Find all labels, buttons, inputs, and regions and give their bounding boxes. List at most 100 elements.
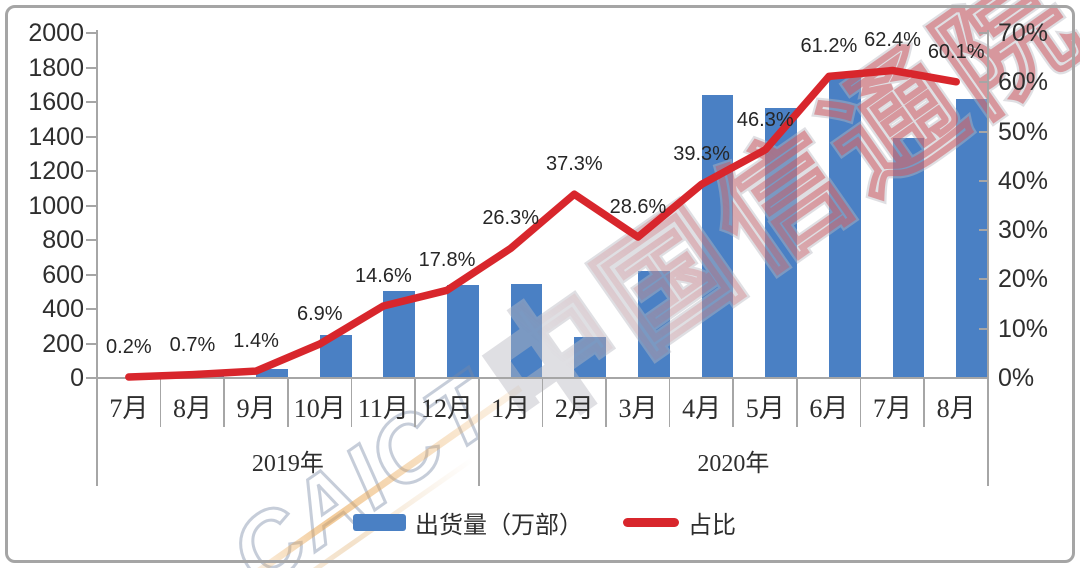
- month-divider: [796, 378, 798, 427]
- y-axis-left-tick: [86, 273, 97, 276]
- legend-line-swatch-icon: [623, 517, 679, 527]
- month-divider: [859, 378, 862, 427]
- y-axis-left-label: 1200: [28, 157, 84, 185]
- y-axis-left-tick: [86, 308, 97, 310]
- y-axis-left-tick: [86, 239, 97, 241]
- legend: 出货量（万部） 占比: [353, 503, 736, 541]
- year-label: 2019年: [251, 451, 324, 477]
- y-axis-right-tick: [979, 81, 989, 84]
- y-axis-right-label: 0%: [998, 364, 1035, 392]
- y-axis-right-label: 50%: [998, 117, 1049, 146]
- legend-line-label: 占比: [688, 512, 736, 539]
- y-axis-left-tick: [86, 135, 97, 138]
- data-label: 0.7%: [169, 333, 216, 356]
- y-axis-left-tick: [86, 170, 97, 172]
- data-label: 1.4%: [233, 330, 279, 353]
- month-label: 11月: [357, 394, 409, 423]
- y-axis-right-tick: [979, 278, 989, 281]
- month-label: 12月: [421, 394, 474, 423]
- month-label: 3月: [618, 394, 658, 423]
- bar: [765, 108, 798, 378]
- y-axis-left-label: 0: [70, 364, 84, 392]
- bar: [828, 75, 861, 378]
- month-divider: [605, 378, 607, 427]
- y-axis-right-tick: [979, 327, 989, 330]
- y-axis-left-label: 600: [42, 260, 84, 289]
- data-label: 6.9%: [296, 302, 343, 325]
- y-axis-right-tick: [979, 179, 989, 182]
- month-label: 10月: [293, 394, 346, 423]
- y-axis-left-label: 200: [42, 329, 84, 358]
- data-label: 61.2%: [800, 35, 858, 58]
- y-axis-right-label: 70%: [998, 19, 1049, 47]
- data-label: 26.3%: [482, 207, 540, 230]
- month-divider: [477, 378, 480, 427]
- month-label: 7月: [873, 394, 913, 423]
- month-divider: [159, 378, 162, 427]
- month-divider: [668, 378, 671, 427]
- legend-bar-swatch-icon: [353, 513, 406, 531]
- month-divider: [541, 378, 544, 427]
- data-label: 14.6%: [355, 265, 412, 288]
- month-label: 1月: [491, 394, 531, 423]
- bar: [256, 369, 288, 378]
- bar: [892, 138, 925, 378]
- month-divider: [223, 378, 225, 427]
- month-label: 6月: [809, 394, 849, 423]
- bar: [637, 270, 670, 378]
- bar: [574, 336, 607, 378]
- bar: [701, 95, 734, 378]
- y-axis-right-line: [987, 30, 989, 486]
- y-axis-left-label: 2000: [28, 19, 84, 47]
- data-label: 39.3%: [673, 143, 730, 166]
- data-label: 37.3%: [545, 153, 603, 176]
- y-axis-left-tick: [86, 101, 97, 103]
- data-label: 60.1%: [927, 40, 985, 63]
- year-divider: [477, 378, 480, 486]
- month-divider: [732, 378, 735, 427]
- y-axis-left-label: 1800: [28, 53, 84, 82]
- month-divider: [350, 378, 353, 427]
- data-label: 17.8%: [418, 249, 476, 272]
- data-label: 62.4%: [864, 29, 921, 52]
- year-label: 2020年: [697, 451, 770, 477]
- y-axis-left-tick: [86, 204, 97, 207]
- y-axis-left-tick: [86, 66, 97, 69]
- y-axis-right-label: 60%: [998, 68, 1049, 97]
- y-axis-left-tick: [86, 377, 97, 379]
- legend-bar-label: 出货量（万部）: [415, 512, 583, 539]
- y-axis-left-label: 400: [42, 295, 84, 323]
- month-label: 5月: [745, 394, 785, 423]
- y-axis-right-tick: [979, 229, 989, 232]
- y-axis-left-label: 1400: [28, 122, 84, 151]
- month-divider: [923, 378, 925, 427]
- y-axis-right-label: 10%: [998, 314, 1049, 343]
- data-label: 28.6%: [609, 196, 667, 219]
- y-axis-left-label: 800: [42, 226, 84, 254]
- month-label: 9月: [236, 394, 276, 423]
- month-label: 8月: [172, 394, 212, 423]
- month-label: 8月: [936, 394, 976, 423]
- bar: [956, 99, 988, 378]
- y-axis-left-tick: [86, 32, 97, 34]
- y-axis-left-line: [96, 30, 98, 486]
- y-axis-left-tick: [86, 342, 97, 345]
- trend-line: [125, 66, 960, 381]
- y-axis-left-label: 1000: [28, 191, 84, 220]
- y-axis-right-label: 40%: [998, 166, 1049, 195]
- y-axis-right-tick: [979, 130, 989, 133]
- y-axis-right-label: 30%: [998, 216, 1049, 245]
- month-label: 7月: [109, 394, 149, 423]
- data-label: 0.2%: [106, 336, 152, 358]
- bar: [510, 283, 543, 378]
- y-axis-left-label: 1600: [28, 88, 84, 116]
- y-axis-right-label: 20%: [998, 265, 1049, 294]
- bar: [447, 284, 479, 378]
- month-divider: [286, 378, 289, 427]
- month-label: 2月: [554, 394, 594, 423]
- x-axis-baseline: [96, 376, 989, 379]
- data-label: 46.3%: [736, 108, 794, 131]
- month-divider: [414, 378, 416, 427]
- month-label: 4月: [682, 394, 722, 423]
